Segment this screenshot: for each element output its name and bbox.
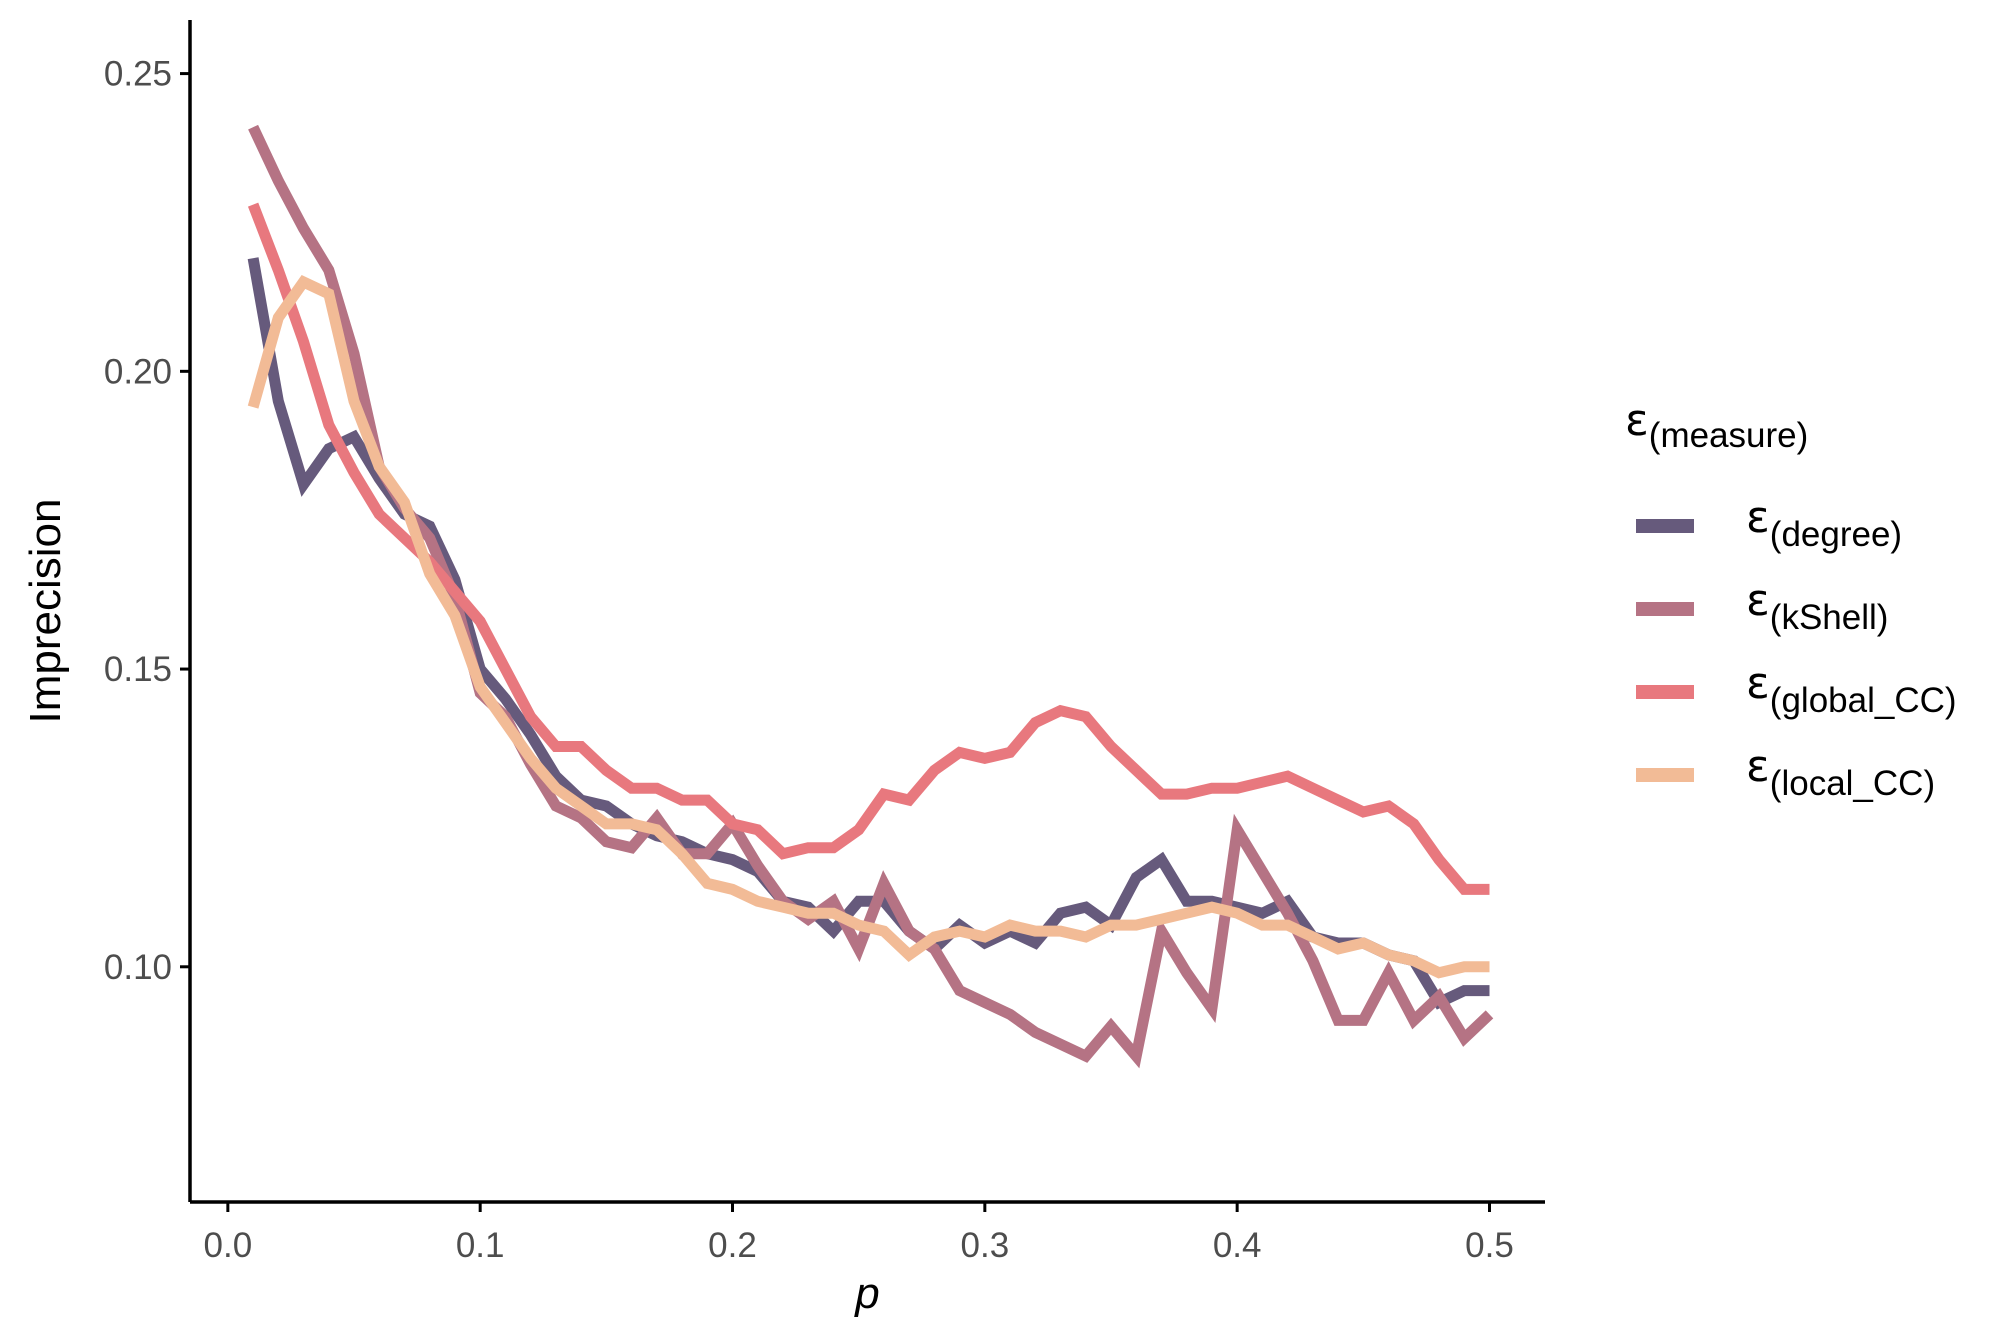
- series-line: [247, 202, 1490, 895]
- series-line: [247, 275, 1490, 979]
- legend-label: ε(local_CC): [1746, 741, 1935, 803]
- legend-entry: ε(degree): [1636, 492, 1902, 554]
- y-tick-label: 0.25: [104, 55, 172, 94]
- legend-title: ε(measure): [1625, 395, 1808, 455]
- y-axis-ticks: 0.10 0.15 0.20 0.25: [104, 55, 190, 987]
- y-tick-label: 0.20: [104, 352, 172, 391]
- x-tick-label: 0.4: [1213, 1226, 1262, 1265]
- y-axis-title: Imprecision: [21, 499, 70, 724]
- legend-entry: ε(kShell): [1636, 575, 1888, 637]
- x-tick-label: 0.5: [1465, 1226, 1514, 1265]
- x-tick-label: 0.3: [961, 1226, 1010, 1265]
- legend-entry: ε(local_CC): [1636, 741, 1935, 803]
- legend: ε(measure) ε(degree) ε(kShell) ε(global_CC…: [1625, 395, 1957, 803]
- legend-label: ε(kShell): [1746, 575, 1888, 637]
- legend-label: ε(global_CC): [1746, 658, 1957, 720]
- x-tick-label: 0.2: [708, 1226, 757, 1265]
- y-tick-label: 0.10: [104, 948, 172, 987]
- x-axis-ticks: 0.0 0.1 0.2 0.3 0.4 0.5: [204, 1202, 1514, 1265]
- legend-title-symbol: ε: [1625, 395, 1649, 446]
- series-lines: [247, 124, 1494, 1069]
- x-axis-title: p: [853, 1269, 879, 1318]
- x-tick-label: 0.0: [204, 1226, 253, 1265]
- series-line: [247, 257, 1490, 1010]
- legend-entry: ε(global_CC): [1636, 658, 1957, 720]
- legend-label: ε(degree): [1746, 492, 1902, 554]
- y-tick-label: 0.15: [104, 650, 172, 689]
- legend-title-subscript: (measure): [1649, 416, 1808, 455]
- x-tick-label: 0.1: [456, 1226, 505, 1265]
